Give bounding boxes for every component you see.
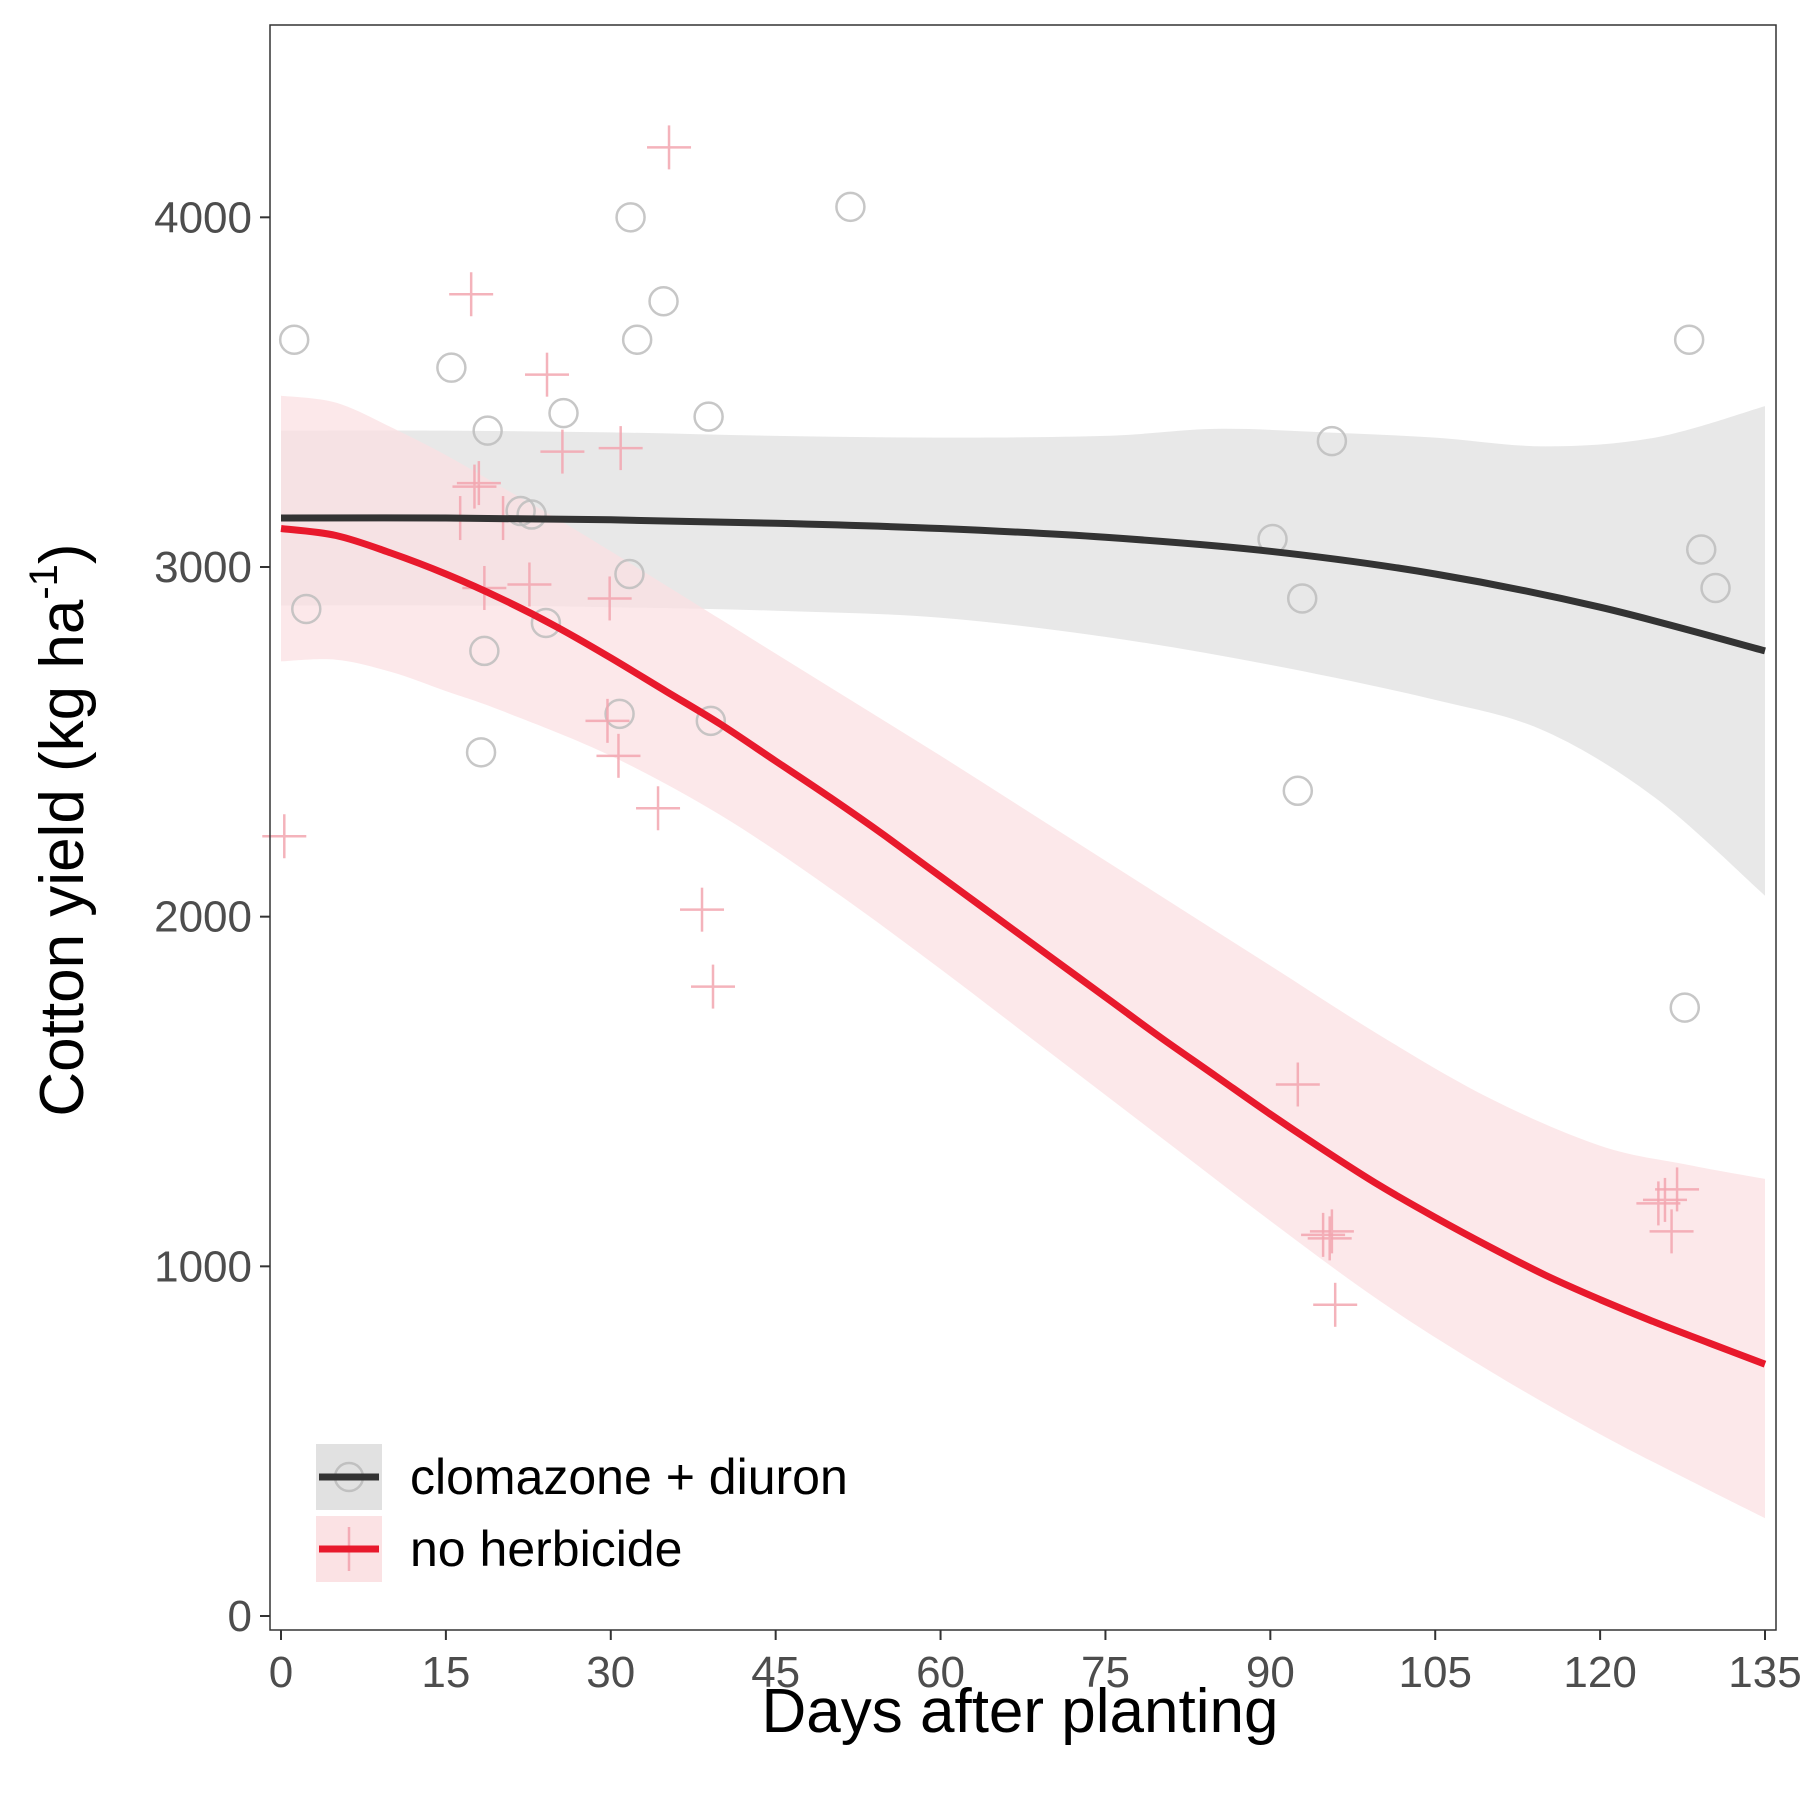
y-axis-title: Cotton yield (kg ha-1) [22,543,97,1116]
x-tick-label: 15 [421,1648,470,1697]
confidence-band-no-herbicide [281,395,1765,1519]
x-axis-title: Days after planting [762,1677,1279,1746]
data-point-clomazone-diuron [469,635,500,667]
data-point-clomazone-diuron [1673,324,1705,355]
y-tick-label: 1000 [154,1242,252,1291]
data-point-clomazone-diuron [530,607,562,639]
data-point-clomazone-diuron [693,401,724,432]
legend: clomazone + diuron no herbicide [316,1444,848,1582]
data-point-no-herbicide [598,426,643,471]
fit-line-clomazone-diuron [280,514,1766,655]
data-point-no-herbicide [1313,1282,1358,1327]
data-point-no-herbicide [525,352,570,397]
data-point-no-herbicide [540,429,585,474]
data-point-clomazone-diuron [436,352,467,383]
x-tick-label: 0 [269,1648,293,1697]
y-tick-label: 0 [228,1592,252,1641]
data-point-clomazone-diuron [1669,992,1701,1023]
data-point-clomazone-diuron [615,202,646,233]
y-axis: 0 1000 2000 3000 4000 [154,193,270,1641]
data-point-clomazone-diuron [548,397,579,429]
data-point-clomazone-diuron [465,737,497,768]
data-point-clomazone-diuron [278,324,310,355]
x-tick-label: 60 [916,1648,965,1697]
data-point-no-herbicide [1642,1177,1687,1222]
data-point-no-herbicide [452,464,497,509]
y-tick-label: 3000 [154,543,252,592]
x-tick-label: 45 [751,1648,800,1697]
data-point-no-herbicide [449,272,494,317]
data-point-clomazone-diuron [1316,425,1348,457]
legend-label-clomazone-diuron: clomazone + diuron [410,1449,848,1505]
data-point-clomazone-diuron [621,324,653,355]
data-points [262,125,1731,1327]
data-point-clomazone-diuron [695,705,727,737]
data-point-clomazone-diuron [835,191,866,223]
y-axis-title-exponent: -1 [22,564,66,600]
x-tick-label: 75 [1081,1648,1130,1697]
x-tick-label: 105 [1399,1648,1472,1697]
data-point-no-herbicide [1309,1209,1354,1254]
x-tick-label: 90 [1246,1648,1295,1697]
confidence-bands [281,395,1765,1519]
data-point-no-herbicide [1307,1216,1352,1261]
data-point-clomazone-diuron [516,499,547,530]
y-axis-title-close: ) [28,543,97,564]
data-point-clomazone-diuron [614,558,645,590]
data-point-no-herbicide [596,733,641,778]
data-point-no-herbicide [1301,1212,1346,1257]
data-point-no-herbicide [585,698,630,743]
data-point-no-herbicide [636,786,681,831]
data-point-clomazone-diuron [648,285,679,317]
data-point-no-herbicide [691,964,736,1009]
legend-key-clomazone-diuron [316,1444,382,1510]
y-axis-title-text: Cotton yield (kg ha [28,599,97,1116]
data-point-no-herbicide [456,461,501,506]
y-tick-label: 2000 [154,893,252,942]
data-point-no-herbicide [1655,1167,1700,1212]
confidence-band-clomazone-diuron [281,406,1765,896]
fitted-curves [280,514,1767,1368]
x-axis: 0 15 30 45 60 75 90 105 120 135 [269,1630,1800,1697]
data-point-clomazone-diuron [472,415,503,446]
x-tick-label: 30 [586,1648,635,1697]
data-point-clomazone-diuron [1685,534,1717,565]
legend-label-no-herbicide: no herbicide [410,1521,682,1577]
data-point-no-herbicide [1275,1062,1320,1107]
data-point-no-herbicide [587,576,632,621]
data-point-no-herbicide [680,887,725,932]
data-point-clomazone-diuron [604,698,635,730]
data-point-no-herbicide [647,125,692,170]
y-tick-label: 4000 [154,193,252,242]
x-tick-label: 120 [1563,1648,1636,1697]
legend-key-no-herbicide [316,1516,382,1582]
data-point-clomazone-diuron [291,593,322,625]
data-point-clomazone-diuron [1700,572,1731,604]
plot-panel-border [269,24,1777,1631]
data-point-no-herbicide [507,562,552,607]
data-point-clomazone-diuron [1282,775,1314,807]
fit-line-no-herbicide [280,525,1767,1368]
x-tick-label: 135 [1728,1648,1800,1697]
data-point-no-herbicide [1649,1209,1694,1254]
data-point-clomazone-diuron [1286,583,1318,614]
